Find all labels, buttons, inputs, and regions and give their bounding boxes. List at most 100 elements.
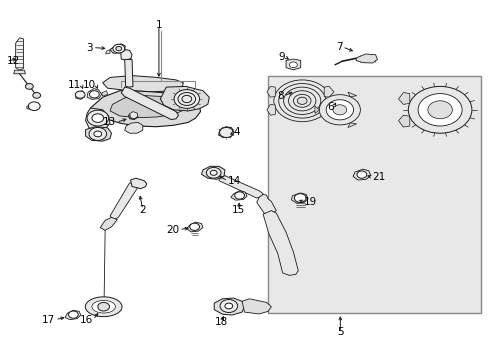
- Text: 21: 21: [372, 172, 385, 182]
- Polygon shape: [263, 211, 298, 275]
- Bar: [267, 76, 480, 313]
- Circle shape: [94, 131, 102, 137]
- Ellipse shape: [92, 300, 115, 313]
- Polygon shape: [110, 95, 183, 118]
- Polygon shape: [186, 222, 203, 232]
- Text: 19: 19: [304, 197, 317, 207]
- Circle shape: [289, 62, 297, 68]
- Circle shape: [234, 192, 244, 199]
- Polygon shape: [214, 298, 244, 315]
- Polygon shape: [218, 127, 233, 138]
- Polygon shape: [398, 115, 409, 127]
- Polygon shape: [121, 87, 178, 120]
- Ellipse shape: [85, 297, 122, 317]
- Polygon shape: [355, 54, 377, 63]
- Circle shape: [28, 102, 40, 111]
- Polygon shape: [324, 86, 333, 97]
- Polygon shape: [102, 76, 183, 92]
- Circle shape: [113, 44, 124, 53]
- Polygon shape: [201, 166, 224, 179]
- Text: 20: 20: [165, 225, 179, 235]
- Polygon shape: [100, 217, 117, 230]
- Text: 10: 10: [82, 80, 96, 90]
- Circle shape: [33, 93, 41, 98]
- Polygon shape: [65, 310, 81, 320]
- Polygon shape: [314, 106, 319, 113]
- Polygon shape: [121, 50, 132, 60]
- Circle shape: [189, 223, 199, 230]
- Polygon shape: [129, 112, 138, 118]
- Polygon shape: [398, 93, 409, 104]
- Polygon shape: [76, 91, 84, 99]
- Polygon shape: [124, 59, 133, 87]
- Polygon shape: [16, 38, 23, 70]
- Polygon shape: [85, 127, 111, 141]
- Text: 17: 17: [42, 315, 55, 325]
- Circle shape: [297, 97, 306, 104]
- Polygon shape: [230, 191, 246, 200]
- Circle shape: [98, 302, 109, 311]
- Text: 2: 2: [139, 204, 146, 215]
- Text: 8: 8: [276, 91, 283, 101]
- Text: 13: 13: [103, 117, 116, 127]
- Polygon shape: [266, 104, 275, 115]
- Circle shape: [417, 94, 461, 126]
- Polygon shape: [85, 108, 110, 130]
- Circle shape: [319, 95, 360, 125]
- Polygon shape: [130, 178, 146, 189]
- Circle shape: [89, 91, 99, 98]
- Polygon shape: [102, 91, 107, 96]
- Circle shape: [75, 91, 85, 98]
- Polygon shape: [128, 112, 138, 120]
- Polygon shape: [110, 44, 125, 53]
- Circle shape: [174, 90, 199, 108]
- Text: 11: 11: [68, 80, 81, 90]
- Circle shape: [224, 303, 232, 309]
- Polygon shape: [110, 183, 139, 220]
- Circle shape: [25, 84, 33, 89]
- Text: 5: 5: [336, 327, 343, 337]
- Text: 15: 15: [231, 204, 245, 215]
- Text: 6: 6: [326, 102, 333, 112]
- Text: 16: 16: [80, 315, 93, 325]
- Polygon shape: [14, 70, 25, 74]
- Circle shape: [294, 194, 305, 202]
- Polygon shape: [347, 123, 356, 127]
- Text: 3: 3: [86, 42, 93, 53]
- Text: 12: 12: [6, 56, 20, 66]
- Polygon shape: [266, 86, 275, 97]
- Circle shape: [92, 114, 103, 122]
- Text: 4: 4: [233, 127, 240, 138]
- Circle shape: [332, 105, 346, 115]
- Circle shape: [87, 110, 108, 126]
- Circle shape: [206, 167, 221, 178]
- Circle shape: [220, 300, 237, 312]
- Polygon shape: [291, 193, 307, 203]
- Text: 7: 7: [335, 42, 342, 52]
- Text: 14: 14: [227, 176, 241, 186]
- Polygon shape: [105, 50, 110, 54]
- Circle shape: [427, 101, 451, 119]
- Circle shape: [325, 100, 353, 120]
- Polygon shape: [242, 299, 271, 314]
- Circle shape: [89, 127, 106, 140]
- Polygon shape: [90, 91, 200, 127]
- Polygon shape: [347, 92, 356, 97]
- Text: 18: 18: [214, 317, 227, 327]
- Circle shape: [129, 113, 137, 119]
- Polygon shape: [256, 194, 276, 214]
- Circle shape: [219, 127, 233, 138]
- Circle shape: [407, 86, 471, 133]
- Circle shape: [356, 171, 366, 178]
- Polygon shape: [160, 86, 209, 111]
- Polygon shape: [285, 59, 300, 70]
- Polygon shape: [87, 89, 102, 99]
- Circle shape: [68, 311, 78, 318]
- Polygon shape: [27, 103, 40, 110]
- Text: 1: 1: [155, 20, 162, 30]
- Circle shape: [210, 170, 217, 175]
- Text: 9: 9: [277, 51, 284, 62]
- Polygon shape: [219, 175, 263, 198]
- Polygon shape: [352, 169, 370, 180]
- Circle shape: [116, 46, 122, 51]
